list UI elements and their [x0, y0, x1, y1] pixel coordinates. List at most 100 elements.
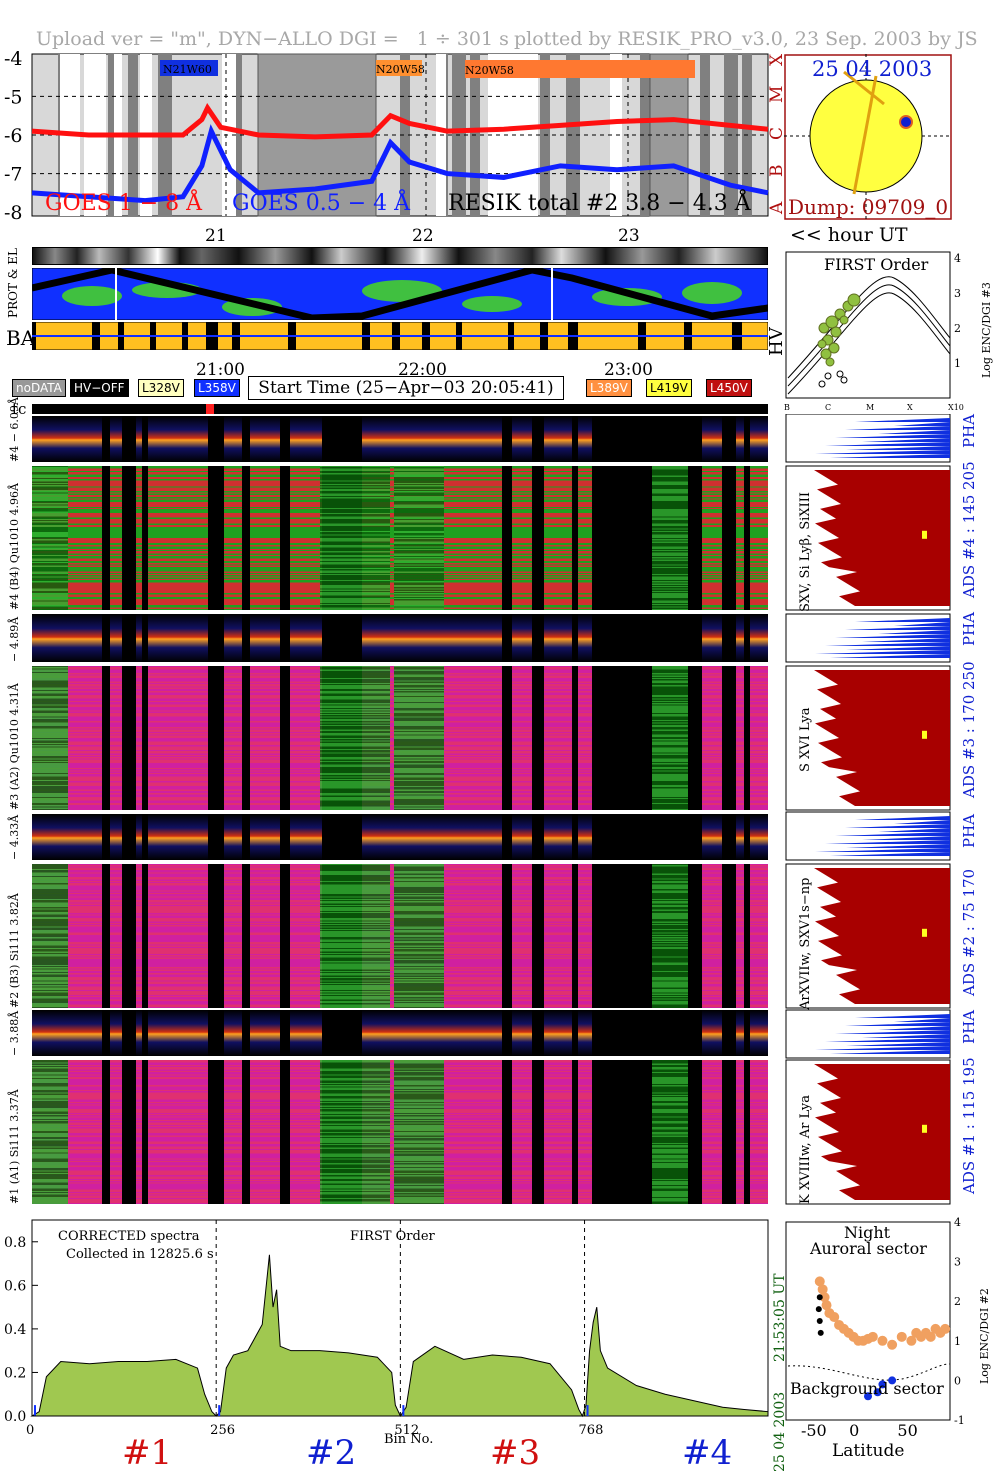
data-gap: [142, 614, 148, 662]
time-tick-23: 23:00: [604, 360, 653, 380]
goes-ytick: -4: [4, 48, 23, 70]
data-gap: [532, 1010, 544, 1056]
ch2-lines-label: ArXVIIw, SXV1s−np: [798, 877, 813, 1010]
data-gap: [122, 1060, 136, 1204]
spectrum-note-1: CORRECTED spectra: [58, 1229, 200, 1244]
data-gap: [722, 614, 736, 662]
region-box-3: [465, 60, 695, 78]
first-order-xtick: X10: [948, 403, 964, 412]
data-gap: [722, 814, 736, 860]
data-gap: [532, 614, 544, 662]
goes-yaxis: -4 -5 -6 -7 -8: [4, 48, 23, 224]
active-region-marker: [899, 115, 913, 129]
data-gap: [122, 1010, 136, 1056]
first-order-ytick: 1: [954, 357, 961, 370]
ch4-lines-label: SXV, Si Lyβ, SiXIII: [798, 492, 813, 612]
data-gap: [208, 666, 224, 810]
data-gap: [722, 466, 736, 610]
data-gap: [532, 416, 544, 462]
ch4-pha-tag: PHA: [960, 413, 978, 448]
ch2-ads-label: ADS #2 : 75 170: [960, 868, 978, 996]
ch1-spec-label: #1 (A1) Si111 3.37Å: [8, 1089, 21, 1204]
data-gap: [102, 614, 110, 662]
goes-series: [31, 103, 769, 204]
profile-column: [785, 414, 951, 1205]
spectrum-area: [30, 1254, 769, 1418]
badge-l328v: L328V: [138, 379, 184, 397]
green-band: [652, 864, 688, 1008]
latitude-xlabel: Latitude: [832, 1441, 904, 1461]
data-gap: [242, 416, 250, 462]
data-gap: [722, 1060, 736, 1204]
latitude-title-2: Auroral sector: [809, 1239, 927, 1258]
data-gap: [122, 416, 136, 462]
resik-total-label: RESIK total #2 3.8 − 4.3 Å: [448, 188, 752, 216]
ch1-pha-image: [32, 1010, 768, 1056]
spectrum-xtick: 512: [394, 1423, 419, 1438]
latitude-ytick: 1: [954, 1335, 961, 1348]
pha-profile: [815, 1014, 950, 1054]
data-gap: [242, 864, 250, 1008]
ba-hv-strip: [32, 322, 768, 350]
data-gap: [722, 1010, 736, 1056]
ch3-spec-label: #3 (A2) Qu1010 4.31Å: [8, 683, 21, 810]
goes-class-labels: X M C B A: [767, 53, 787, 215]
tc-label: tc: [12, 400, 27, 418]
ch4-spec-label: #4 (B4) Qu1010 4.96Å: [8, 483, 21, 610]
latitude-ytick: 0: [954, 1374, 961, 1387]
data-gap: [122, 666, 136, 810]
data-gap: [502, 1010, 512, 1056]
ch3-ads-label: ADS #3 : 170 250: [960, 661, 978, 798]
channel-mark-1: #1: [122, 1433, 172, 1473]
data-gap: [502, 814, 512, 860]
green-band: [320, 1060, 390, 1204]
latitude-point: [877, 1335, 888, 1346]
data-gap: [572, 466, 578, 610]
latitude-point: [925, 1331, 936, 1342]
data-gap: [122, 614, 136, 662]
data-gap: [722, 666, 736, 810]
data-gap: [744, 466, 750, 610]
data-gap: [122, 864, 136, 1008]
data-gap: [502, 466, 512, 610]
first-order-xtick: C: [825, 403, 831, 412]
ch1-pha-tag: PHA: [960, 1009, 978, 1044]
data-gap: [722, 864, 736, 1008]
data-gap: [102, 666, 110, 810]
green-band: [32, 864, 68, 1008]
latitude-point: [887, 1339, 898, 1350]
region-label-1: N21W60: [163, 63, 212, 76]
badge-l389v: L389V: [586, 379, 632, 397]
goes-ytick: -7: [4, 164, 23, 186]
data-gap: [102, 1060, 110, 1204]
first-order-xtick: X: [907, 403, 913, 412]
ads-profile: [814, 470, 950, 606]
data-gap: [572, 416, 578, 462]
ch1-ads-label: ADS #1 : 115 195: [960, 1057, 978, 1194]
green-band: [32, 466, 68, 610]
badge-hv-off: HV−OFF: [70, 379, 129, 397]
spectrum-side-time: 21:53:05 UT: [772, 1273, 788, 1362]
hour-tick-21: 21: [205, 226, 227, 246]
ads-profile: [814, 868, 950, 1004]
spectrum-chart: 0.0 0.2 0.4 0.6 0.8 0 256 512 768 CORRECTED spec…: [4, 1219, 788, 1473]
channel-mark-3: #3: [490, 1433, 540, 1473]
hour-tick-22: 22: [412, 226, 434, 246]
latitude-black-point: [817, 1329, 824, 1336]
green-band: [652, 666, 688, 810]
data-gap: [142, 864, 148, 1008]
data-gap: [280, 614, 290, 662]
latitude-title-3: Background sector: [790, 1379, 944, 1398]
orbit-land-mass: [462, 296, 522, 312]
ch3-pha-image: [32, 614, 768, 662]
latitude-black-point: [816, 1294, 823, 1301]
ch4-pha-label: #4 − 6.09Å: [8, 397, 21, 462]
green-band: [394, 466, 444, 610]
first-order-xtick: M: [866, 403, 874, 412]
hour-ut-label: << hour UT: [790, 224, 908, 246]
spectrum-ytick: 0.2: [4, 1365, 26, 1381]
data-gap: [142, 666, 148, 810]
ads-marker: [922, 530, 927, 539]
latitude-ytick: 2: [954, 1295, 961, 1308]
ch1-spectrogram: [32, 1060, 768, 1204]
